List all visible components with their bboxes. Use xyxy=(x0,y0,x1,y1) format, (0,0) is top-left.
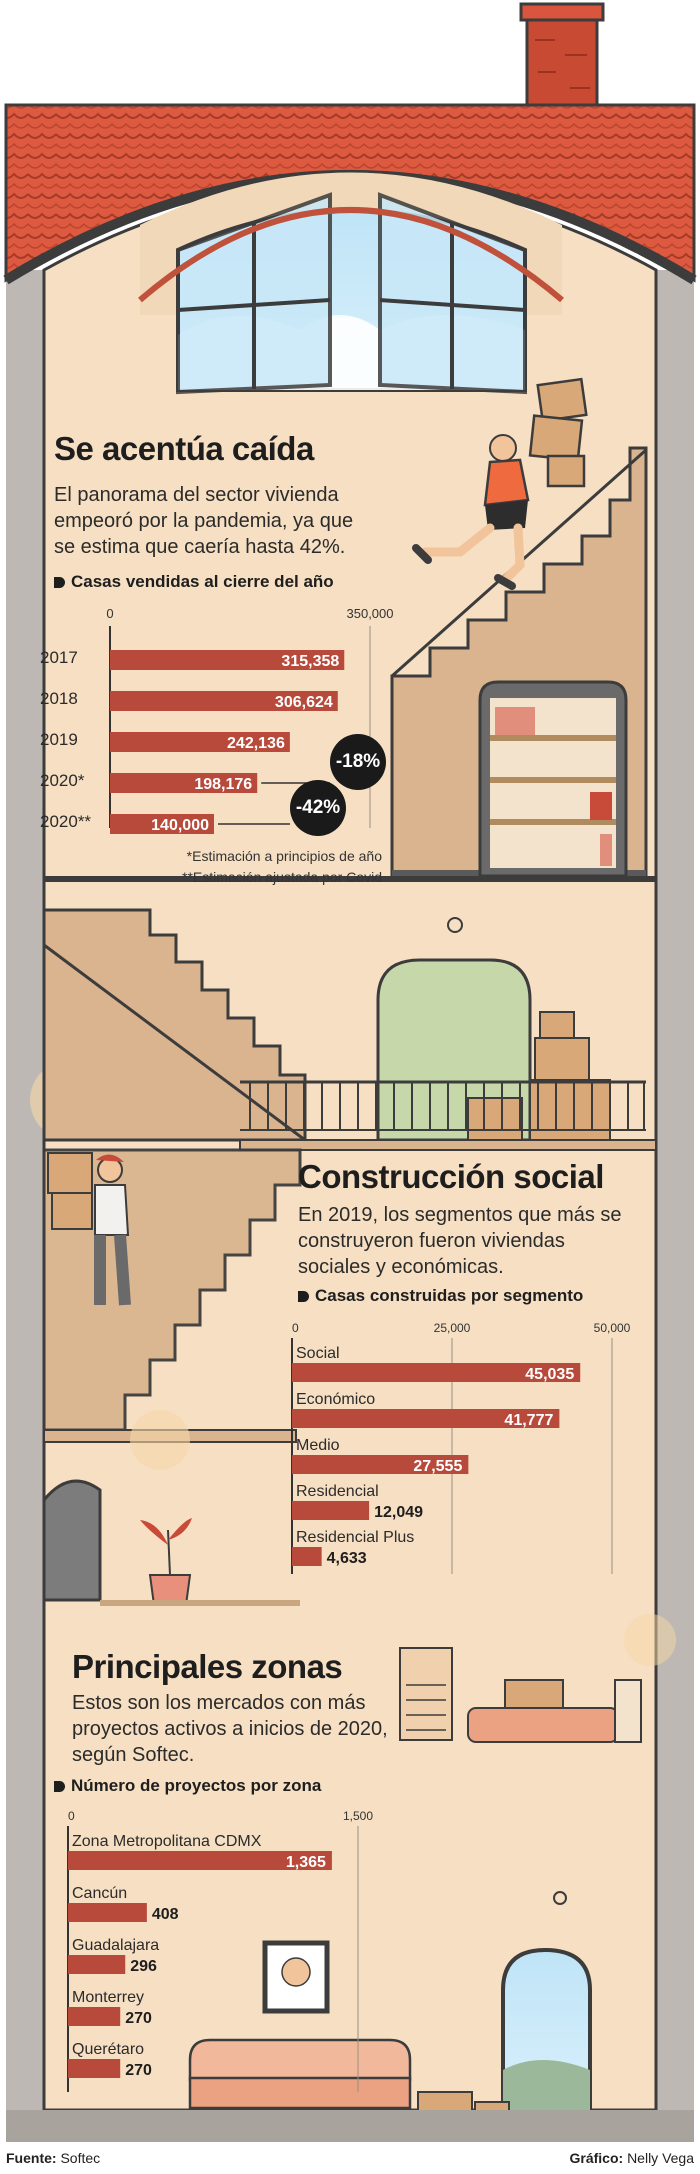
category-label: Residencial xyxy=(296,1483,379,1500)
section3-title: Principales zonas xyxy=(72,1648,343,1685)
section3-lead: Estos son los mercados con más proyectos… xyxy=(72,1692,388,1766)
section2-lead: En 2019, los segmentos que más se constr… xyxy=(298,1204,622,1278)
tick-label: 50,000 xyxy=(594,1321,631,1335)
arched-doorway xyxy=(42,1479,102,1602)
bed xyxy=(467,1679,642,1743)
category-label: Medio xyxy=(296,1437,340,1454)
section1-lead: El panorama del sector vivienda empeoró … xyxy=(54,484,354,558)
bookcase xyxy=(478,680,628,878)
portrait xyxy=(262,1940,330,2014)
tick-label: 0 xyxy=(106,606,113,621)
bar xyxy=(68,1955,126,1974)
value-label: 270 xyxy=(125,2010,152,2027)
value-label: 4,633 xyxy=(327,1550,367,1567)
footer-credit: Gráfico: Nelly Vega xyxy=(569,2150,694,2166)
bar xyxy=(110,691,338,711)
value-label: 140,000 xyxy=(151,817,209,834)
source-value: Softec xyxy=(60,2150,101,2166)
category-label: Monterrey xyxy=(72,1989,144,2006)
tick-label: 1,500 xyxy=(343,1809,373,1823)
worker-carrying-boxes xyxy=(412,377,588,590)
top-window xyxy=(138,172,564,395)
badge-minus-42: -42% xyxy=(290,780,346,836)
category-label: Guadalajara xyxy=(72,1937,159,1954)
railing xyxy=(240,1080,646,1131)
worker-two xyxy=(47,1152,131,1306)
bar xyxy=(110,650,345,670)
bar xyxy=(68,2007,121,2026)
category-label: Querétaro xyxy=(72,2041,144,2058)
tick-label: 350,000 xyxy=(347,606,394,621)
value-label: 270 xyxy=(125,2062,152,2079)
tick-label: 0 xyxy=(292,1321,299,1335)
footer-source: Fuente: Softec xyxy=(6,2150,100,2166)
bar xyxy=(110,732,290,752)
section2-subtitle: Casas construidas por segmento xyxy=(298,1286,583,1306)
plant xyxy=(140,1518,192,1606)
category-label: Residencial Plus xyxy=(296,1529,414,1546)
value-label: 45,035 xyxy=(525,1366,574,1383)
value-label: 198,176 xyxy=(194,776,252,793)
value-label: 306,624 xyxy=(275,694,333,711)
segments-chart: 0 25,000 50,000 Social 45,035 Económico 41,777… xyxy=(291,1321,631,1574)
category-label: 2020* xyxy=(40,771,85,790)
bar xyxy=(68,1851,332,1870)
category-label: 2017 xyxy=(40,648,78,667)
section1-title: Se acentúa caída xyxy=(54,430,314,467)
section3-subtitle: Número de proyectos por zona xyxy=(54,1776,321,1796)
tick-label: 0 xyxy=(68,1809,75,1823)
value-label: 315,358 xyxy=(281,653,339,670)
middle-stairs xyxy=(42,908,307,1142)
category-label: 2019 xyxy=(40,730,78,749)
zones-chart: 0 1,500 Zona Metropolitana CDMX 1,365 Cancún… xyxy=(67,1809,373,2092)
badge-minus-18: -18% xyxy=(330,734,386,790)
category-label: Cancún xyxy=(72,1885,127,1902)
bar xyxy=(68,1903,147,1922)
value-label: 1,365 xyxy=(286,1854,326,1871)
credit-value: Nelly Vega xyxy=(627,2150,694,2166)
window-lower xyxy=(501,1947,592,2112)
value-label: 408 xyxy=(152,1906,179,1923)
category-label: 2020** xyxy=(40,812,91,831)
category-label: Zona Metropolitana CDMX xyxy=(72,1833,262,1850)
bar xyxy=(68,2059,121,2078)
category-label: Económico xyxy=(296,1391,375,1408)
value-label: 242,136 xyxy=(227,735,285,752)
value-label: 41,777 xyxy=(504,1412,553,1429)
note-covid: **Estimación ajustada por Covid xyxy=(182,869,382,885)
dresser xyxy=(399,1647,453,1741)
bar xyxy=(292,1501,370,1520)
bar xyxy=(292,1409,560,1428)
bar xyxy=(292,1455,469,1474)
section2-title: Construcción social xyxy=(298,1158,604,1195)
value-label: 12,049 xyxy=(374,1504,423,1521)
section1-subtitle: Casas vendidas al cierre del año xyxy=(54,572,334,592)
bar xyxy=(110,773,258,793)
category-label: 2018 xyxy=(40,689,78,708)
value-label: 296 xyxy=(130,1958,157,1975)
bar xyxy=(292,1547,322,1566)
tick-label: 25,000 xyxy=(434,1321,471,1335)
source-label: Fuente: xyxy=(6,2150,57,2166)
bar xyxy=(292,1363,581,1382)
sales-chart: 0 350,000 2017 315,358 2018 306,624 2019 242,13… xyxy=(40,606,394,834)
credit-label: Gráfico: xyxy=(569,2150,624,2166)
green-door xyxy=(376,958,532,1142)
category-label: Social xyxy=(296,1345,340,1362)
note-estimate: *Estimación a principios de año xyxy=(186,848,382,864)
bar xyxy=(110,814,214,834)
chimney xyxy=(519,2,605,111)
value-label: 27,555 xyxy=(413,1458,462,1475)
